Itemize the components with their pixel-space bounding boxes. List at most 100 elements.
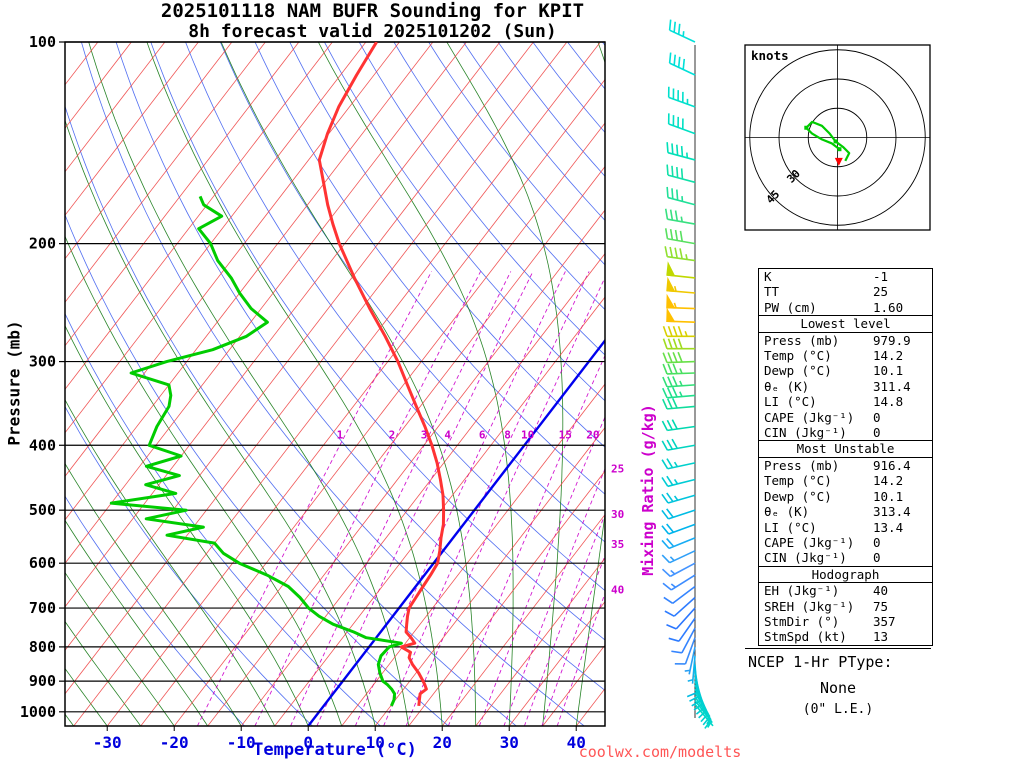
wind-barb — [662, 351, 696, 364]
svg-text:40: 40 — [567, 733, 586, 752]
index-label: CIN (Jkg⁻¹) — [764, 425, 847, 441]
index-label: StmSpd (kt) — [764, 629, 847, 645]
svg-text:2: 2 — [389, 428, 396, 441]
index-value: 14.2 — [873, 473, 904, 489]
index-value: 0 — [873, 425, 881, 441]
index-label: Dewp (°C) — [764, 488, 832, 504]
wind-barb — [694, 700, 713, 725]
index-value: 40 — [873, 583, 889, 599]
index-value: 357 — [873, 613, 896, 629]
svg-text:400: 400 — [29, 436, 56, 454]
index-value: 1.60 — [873, 299, 904, 315]
svg-text:20: 20 — [433, 733, 452, 752]
indices-table: K -1 TT 25 PW (cm) 1.60 Lowest level Press (mb)… — [758, 268, 933, 646]
index-row: Temp (°C) 14.2 — [759, 473, 932, 488]
svg-text:200: 200 — [29, 235, 56, 253]
index-value: 10.1 — [873, 363, 904, 379]
wind-barb — [664, 246, 696, 262]
wind-barb — [662, 386, 696, 399]
index-row: StmDir (°) 357 — [759, 614, 932, 629]
index-value: 13.4 — [873, 519, 904, 535]
svg-text:15: 15 — [559, 428, 572, 441]
pressure-axis-label: Pressure (mb) — [4, 320, 24, 446]
index-row: CIN (Jkg⁻¹) 0 — [759, 425, 932, 440]
svg-text:100: 100 — [29, 33, 56, 51]
svg-text:-30: -30 — [93, 733, 122, 752]
index-row: PW (cm) 1.60 — [759, 300, 932, 315]
index-value: 14.2 — [873, 348, 904, 364]
ptype-value: None — [819, 679, 857, 697]
index-value: 75 — [873, 598, 889, 614]
wind-barb — [684, 646, 696, 675]
svg-text:-10: -10 — [227, 733, 256, 752]
wind-barb — [666, 307, 696, 323]
hodograph-trace — [805, 120, 851, 162]
index-value: 313.4 — [873, 504, 911, 520]
index-value: 311.4 — [873, 378, 911, 394]
wind-barb — [664, 596, 696, 617]
wind-barb — [661, 562, 696, 578]
index-label: CAPE (Jkg⁻¹) — [764, 409, 855, 425]
wind-barb — [662, 376, 696, 388]
title-line1: 2025101118 NAM BUFR Sounding for KPIT — [160, 0, 585, 22]
index-label: Temp (°C) — [764, 348, 832, 364]
wind-barb — [661, 508, 696, 520]
svg-text:-20: -20 — [160, 733, 189, 752]
svg-text:10: 10 — [366, 733, 385, 752]
index-label: θₑ (K) — [764, 378, 810, 394]
wind-barbs — [661, 19, 714, 729]
svg-text:6: 6 — [479, 428, 486, 441]
wind-barb — [662, 574, 696, 591]
svg-text:500: 500 — [29, 501, 56, 519]
index-row: Temp (°C) 14.2 — [759, 348, 932, 363]
index-label: LI (°C) — [764, 519, 817, 535]
svg-text:8: 8 — [504, 428, 511, 441]
temperature-axis-label: Temperature (°C) — [253, 740, 417, 760]
index-label: Temp (°C) — [764, 473, 832, 489]
index-value: 0 — [873, 550, 881, 566]
index-value: 979.9 — [873, 332, 911, 348]
wind-barb — [671, 627, 696, 654]
wind-barb — [666, 261, 696, 279]
index-row: K -1 — [759, 269, 932, 284]
svg-text:35: 35 — [611, 538, 624, 551]
wind-barb — [661, 458, 696, 470]
svg-text:0: 0 — [303, 733, 313, 752]
svg-text:30: 30 — [611, 508, 624, 521]
wind-barb — [694, 703, 714, 728]
index-label: CAPE (Jkg⁻¹) — [764, 534, 855, 550]
background-lines — [65, 42, 605, 726]
ptype-detail: (0" L.E.) — [802, 702, 874, 717]
index-row: EH (Jkg⁻¹) 40 — [759, 583, 932, 598]
plot-border — [64, 41, 606, 727]
wind-barb — [668, 52, 696, 76]
wind-barb — [666, 293, 696, 310]
index-label: CIN (Jkg⁻¹) — [764, 550, 847, 566]
section-header: Most Unstable — [759, 440, 932, 458]
svg-text:20: 20 — [586, 428, 599, 441]
mixing-ratio-labels: 1 2 3 4 6 8 10 15 20 25 30 35 40 — [337, 428, 625, 596]
index-label: θₑ (K) — [764, 504, 810, 520]
wind-barb — [661, 537, 696, 550]
wind-barb — [661, 438, 696, 451]
svg-text:700: 700 — [29, 599, 56, 617]
hodograph-units-label: knots — [751, 48, 789, 63]
index-value: 14.8 — [873, 394, 904, 410]
wind-barb — [666, 142, 696, 161]
wind-barb — [666, 164, 696, 184]
wind-barb — [664, 208, 696, 225]
svg-text:600: 600 — [29, 554, 56, 572]
svg-text:30: 30 — [500, 733, 519, 752]
temperature-curve — [317, 42, 446, 707]
svg-text:10: 10 — [521, 428, 534, 441]
index-value: 10.1 — [873, 488, 904, 504]
dewpoint-curve — [109, 195, 403, 707]
index-label: EH (Jkg⁻¹) — [764, 583, 840, 599]
wind-barb — [668, 19, 696, 43]
wind-barb — [667, 113, 696, 135]
svg-text:40: 40 — [611, 584, 624, 597]
wind-barb — [674, 637, 696, 665]
index-row: θₑ (K) 313.4 — [759, 504, 932, 519]
